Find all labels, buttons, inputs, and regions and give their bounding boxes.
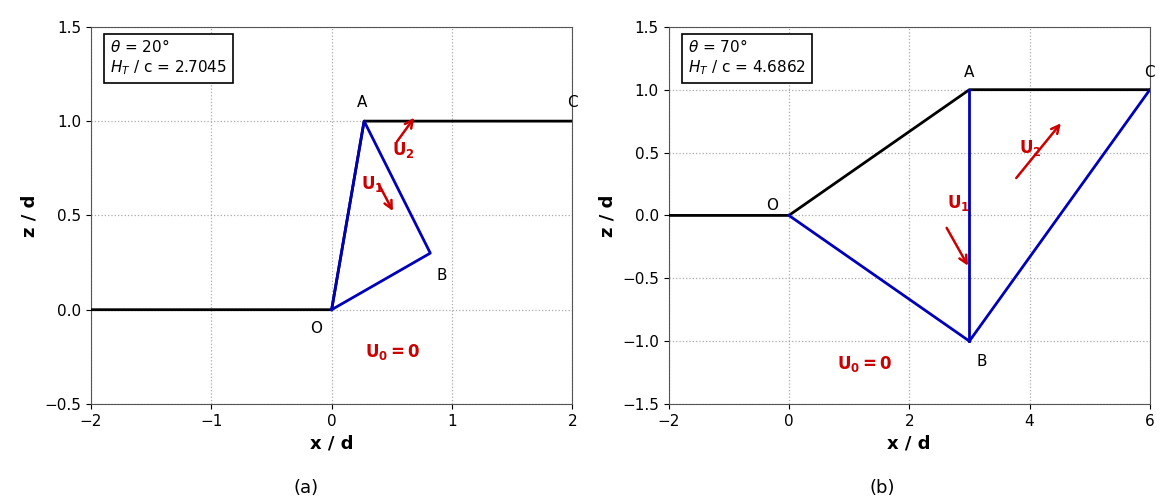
Text: B: B [976,354,987,369]
Text: $\mathbf{U_2}$: $\mathbf{U_2}$ [392,140,414,160]
Text: $\mathbf{U_2}$: $\mathbf{U_2}$ [1018,137,1042,157]
Text: (b): (b) [869,479,895,497]
Text: $\mathbf{U_1}$: $\mathbf{U_1}$ [361,174,383,194]
Text: $\theta$ = 20°
$H_T$ / c = 2.7045: $\theta$ = 20° $H_T$ / c = 2.7045 [111,38,227,77]
X-axis label: x / d: x / d [888,434,931,452]
Text: (a): (a) [293,479,319,497]
Text: $\mathbf{U_0 = 0}$: $\mathbf{U_0 = 0}$ [366,342,421,362]
Text: A: A [356,95,367,110]
Text: B: B [436,268,447,283]
Text: A: A [964,65,975,80]
Y-axis label: z / d: z / d [21,194,39,237]
Text: $\mathbf{U_1}$: $\mathbf{U_1}$ [947,193,969,213]
Text: O: O [766,198,779,213]
Text: C: C [1144,65,1155,80]
Text: $\mathbf{U_0 = 0}$: $\mathbf{U_0 = 0}$ [837,354,893,374]
Text: C: C [567,95,577,110]
Text: $\theta$ = 70°
$H_T$ / c = 4.6862: $\theta$ = 70° $H_T$ / c = 4.6862 [688,38,806,77]
Text: O: O [310,321,322,336]
Y-axis label: z / d: z / d [599,194,616,237]
X-axis label: x / d: x / d [310,434,353,452]
